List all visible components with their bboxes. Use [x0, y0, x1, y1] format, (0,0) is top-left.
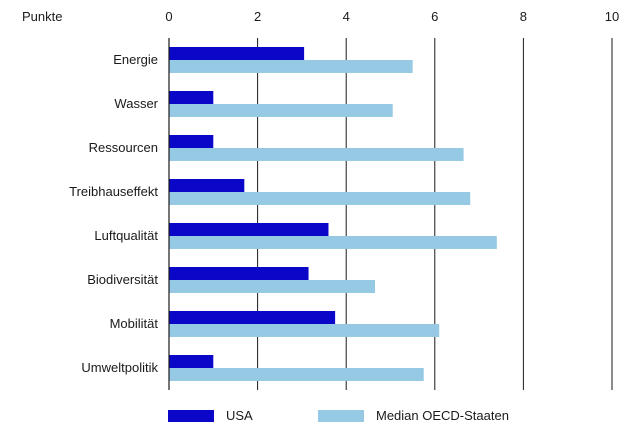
x-tick-labels: 0 2 4 6 8 10	[165, 9, 619, 24]
bar-usa-energie	[169, 47, 305, 60]
x-tick-label-10: 10	[605, 9, 619, 24]
bar-usa-umweltpolitik	[169, 355, 214, 368]
category-label-umweltpolitik: Umweltpolitik	[81, 360, 158, 375]
category-labels: Energie Wasser Ressourcen Treibhauseffekt Lu…	[69, 52, 159, 375]
bar-median-oecd-wasser	[169, 104, 393, 117]
bars	[169, 47, 497, 381]
category-label-biodiversitaet: Biodiversität	[87, 272, 158, 287]
legend-label-usa: USA	[226, 408, 253, 423]
category-label-mobilitaet: Mobilität	[110, 316, 159, 331]
x-tick-label-4: 4	[343, 9, 350, 24]
bar-median-oecd-treibhauseffekt	[169, 192, 471, 205]
bar-median-oecd-biodiversitaet	[169, 280, 375, 293]
bar-median-oecd-luftqualitaet	[169, 236, 497, 249]
legend-swatch-median-oecd	[318, 409, 364, 422]
category-label-wasser: Wasser	[114, 96, 158, 111]
unit-label: Punkte	[22, 9, 62, 24]
x-tick-label-2: 2	[254, 9, 261, 24]
x-tick-label-6: 6	[431, 9, 438, 24]
bar-median-oecd-mobilitaet	[169, 324, 440, 337]
legend-label-median-oecd: Median OECD-Staaten	[376, 408, 509, 423]
gridlines	[257, 38, 613, 390]
category-label-energie: Energie	[113, 52, 158, 67]
legend-item-median-oecd: Median OECD-Staaten	[318, 408, 509, 423]
bar-usa-luftqualitaet	[169, 223, 329, 236]
legend: USA Median OECD-Staaten	[0, 408, 638, 428]
legend-swatch-usa	[168, 409, 214, 422]
bar-usa-ressourcen	[169, 135, 214, 148]
bar-median-oecd-umweltpolitik	[169, 368, 424, 381]
bar-usa-mobilitaet	[169, 311, 336, 324]
legend-item-usa: USA	[168, 408, 253, 423]
category-label-ressourcen: Ressourcen	[89, 140, 158, 155]
bar-median-oecd-energie	[169, 60, 413, 73]
category-label-treibhauseffekt: Treibhauseffekt	[69, 184, 158, 199]
x-tick-label-8: 8	[520, 9, 527, 24]
bar-median-oecd-ressourcen	[169, 148, 464, 161]
category-label-luftqualitaet: Luftqualität	[94, 228, 158, 243]
bar-usa-treibhauseffekt	[169, 179, 245, 192]
x-tick-label-0: 0	[165, 9, 172, 24]
bar-usa-wasser	[169, 91, 214, 104]
bar-usa-biodiversitaet	[169, 267, 309, 280]
bar-chart: Punkte 0 2 4 6 8 10 Energie Wasser Ressourcen Tr…	[22, 9, 619, 390]
